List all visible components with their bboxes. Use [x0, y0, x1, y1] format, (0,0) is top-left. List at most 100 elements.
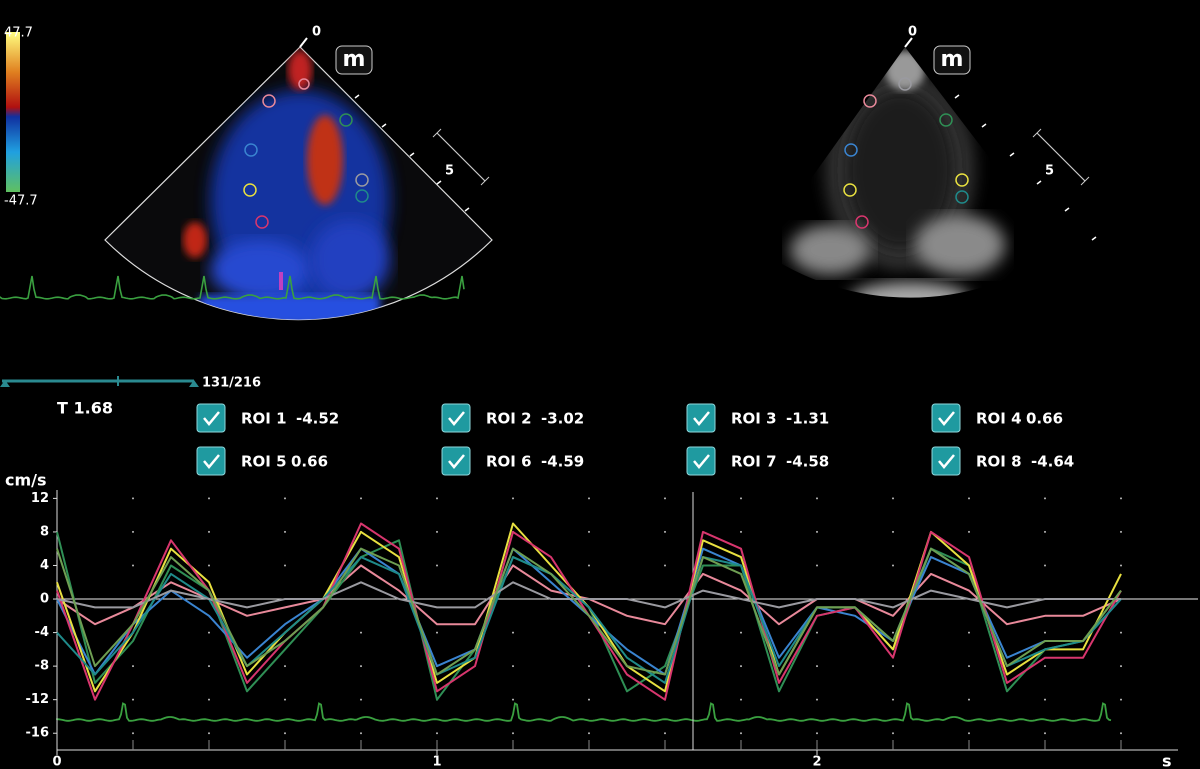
grid-dot: [208, 665, 210, 668]
grid-dot: [588, 732, 590, 735]
grid-dot: [1120, 698, 1122, 701]
x-tick-label: 1: [432, 755, 441, 769]
roi-readout: -1.31: [786, 410, 829, 428]
x-tick-label: 2: [812, 755, 821, 769]
grid-dot: [512, 631, 514, 634]
check-mark: [938, 411, 955, 426]
roi-name: ROI 4: [976, 410, 1022, 428]
grid-dot: [816, 732, 818, 735]
grid-dot: [892, 497, 894, 500]
grid-dot: [1044, 497, 1046, 500]
grid-dot: [208, 530, 210, 533]
grid-dot: [740, 698, 742, 701]
roi-checkbox[interactable]: [686, 446, 716, 476]
y-tick-label: -4: [35, 625, 49, 640]
color-min: -47.7: [4, 194, 38, 209]
grid-dot: [132, 530, 134, 533]
grid-dot: [816, 631, 818, 634]
grid-dot: [740, 530, 742, 533]
grid-dot: [740, 497, 742, 500]
grid-dot: [208, 497, 210, 500]
roi-name: ROI 1: [241, 410, 287, 428]
ecg-trace: [0, 275, 465, 300]
grid-dot: [968, 732, 970, 735]
check-mark: [203, 411, 220, 426]
grid-dot: [512, 497, 514, 500]
grid-dot: [1120, 530, 1122, 533]
depth-zero: 0: [312, 25, 321, 40]
grid-dots: [132, 564, 1122, 567]
grid-dot: [968, 698, 970, 701]
grid-dot: [360, 698, 362, 701]
y-tick-label: 0: [40, 592, 49, 607]
grid-dot: [664, 564, 666, 567]
depth-mark: 5: [1045, 164, 1054, 179]
depth-mark: 5: [445, 164, 454, 179]
color-bar: [6, 32, 20, 192]
grid-dot: [1044, 631, 1046, 634]
grid-dot: [968, 665, 970, 668]
grid-dots: [132, 732, 1122, 735]
roi-name: ROI 3: [731, 410, 777, 428]
roi-readout: -4.64: [1031, 453, 1074, 471]
grid-dot: [360, 497, 362, 500]
roi-name: ROI 7: [731, 453, 777, 471]
grid-dot: [436, 530, 438, 533]
doppler-scan: [104, 37, 493, 321]
check-mark: [938, 454, 955, 469]
frame-slider[interactable]: [0, 376, 199, 387]
grid-dot: [968, 497, 970, 500]
y-tick-label: 8: [40, 524, 49, 539]
grid-dot: [1120, 631, 1122, 634]
y-tick-label: -8: [35, 659, 49, 674]
grid-dot: [1120, 564, 1122, 567]
grid-dot: [284, 564, 286, 567]
grid-dot: [892, 698, 894, 701]
grid-dot: [816, 497, 818, 500]
grid-dot: [588, 698, 590, 701]
grid-dot: [588, 497, 590, 500]
grid-dot: [436, 497, 438, 500]
grid-dot: [436, 631, 438, 634]
grid-dot: [132, 665, 134, 668]
grid-dot: [664, 732, 666, 735]
cursor-time: T 1.68: [57, 399, 113, 418]
grid-dot: [664, 530, 666, 533]
grid-dots: [132, 698, 1122, 701]
grid-dot: [968, 631, 970, 634]
grid-dot: [512, 665, 514, 668]
check-mark: [693, 411, 710, 426]
grid-dot: [892, 631, 894, 634]
grid-dot: [588, 631, 590, 634]
bmode-scan: [790, 37, 1097, 298]
roi-readout: 0.66: [291, 453, 328, 471]
roi-checkbox[interactable]: [196, 446, 226, 476]
grid-dot: [1120, 497, 1122, 500]
roi-checkbox[interactable]: [441, 403, 471, 433]
grid-dot: [436, 564, 438, 567]
logo: m: [343, 47, 366, 72]
grid-dot: [816, 698, 818, 701]
x-tick-label: 0: [52, 755, 61, 769]
y-axis-label: cm/s: [5, 471, 47, 490]
grid-dot: [892, 665, 894, 668]
grid-dots: [132, 497, 1122, 500]
roi-checkbox[interactable]: [931, 446, 961, 476]
grid-dot: [1120, 732, 1122, 735]
roi-readout: -4.52: [296, 410, 339, 428]
depth-zero: 0: [908, 25, 917, 40]
grid-dot: [512, 732, 514, 735]
grid-dots: [132, 530, 1122, 533]
grid-dot: [284, 530, 286, 533]
grid-dot: [740, 631, 742, 634]
roi-checkbox[interactable]: [196, 403, 226, 433]
roi-curve: [56, 581, 1121, 609]
roi-readout: -4.59: [541, 453, 584, 471]
roi-curve: [56, 547, 1122, 676]
grid-dot: [284, 497, 286, 500]
roi-checkbox[interactable]: [686, 403, 716, 433]
roi-checkbox[interactable]: [441, 446, 471, 476]
grid-dot: [1044, 665, 1046, 668]
roi-checkbox[interactable]: [931, 403, 961, 433]
grid-dot: [284, 732, 286, 735]
